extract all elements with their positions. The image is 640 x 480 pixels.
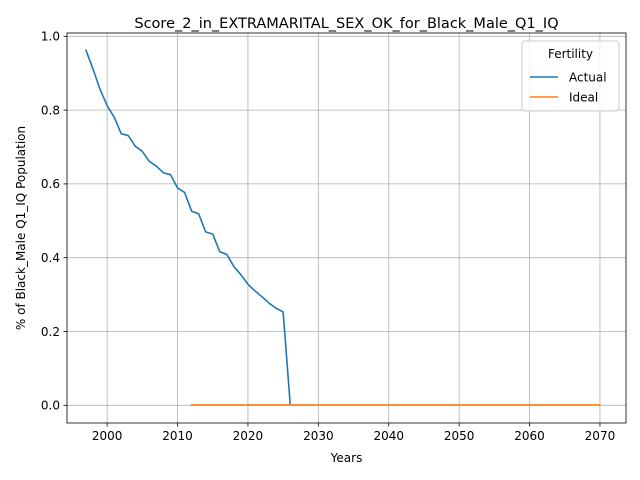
x-tick-label: 2020: [233, 429, 264, 443]
y-tick-label: 0.4: [41, 251, 60, 265]
x-axis-label: Years: [330, 451, 363, 465]
legend-label-ideal: Ideal: [569, 90, 598, 104]
legend-box: [521, 40, 620, 112]
x-tick-label: 2040: [373, 429, 404, 443]
x-tick-label: 2010: [162, 429, 193, 443]
legend: Fertility Actual Ideal: [521, 40, 620, 112]
series-layer: [84, 49, 601, 406]
y-tick-label: 0.2: [41, 325, 60, 339]
y-axis-label: % of Black_Male Q1_IQ Population: [14, 126, 28, 330]
x-tick-label: 2030: [303, 429, 334, 443]
legend-title: Fertility: [548, 47, 593, 61]
x-tick-label: 2070: [585, 429, 616, 443]
chart-title: Score_2_in_EXTRAMARITAL_SEX_OK_for_Black…: [134, 16, 558, 32]
y-tick-label: 0.0: [41, 399, 60, 413]
plot-frame: [66, 32, 627, 424]
x-tick-label: 2000: [92, 429, 123, 443]
series-line-actual: [84, 49, 292, 406]
y-tick-label: 1.0: [41, 30, 60, 44]
y-tick-label: 0.6: [41, 177, 60, 191]
y-tick-label: 0.8: [41, 103, 60, 117]
x-tick-label: 2050: [444, 429, 475, 443]
ticks: 2000 2010 2020 2030 2040 2050 2060 2070 0.0 0.2 0.…: [41, 30, 615, 443]
legend-label-actual: Actual: [569, 70, 607, 84]
x-tick-label: 2060: [514, 429, 545, 443]
